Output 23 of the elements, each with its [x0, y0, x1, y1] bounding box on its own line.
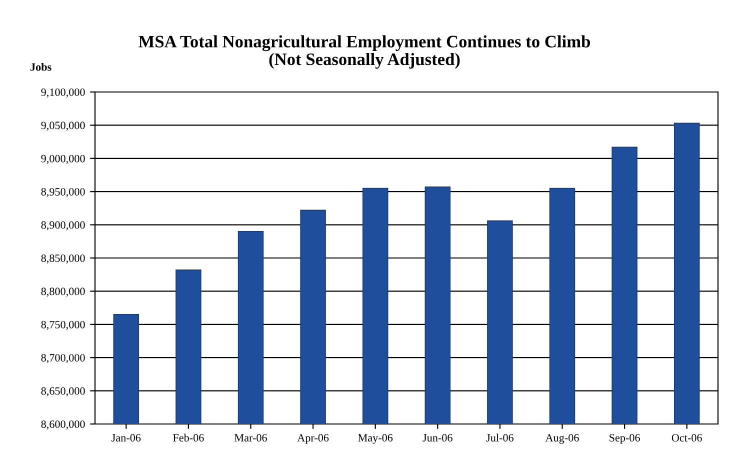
x-tick-label: Jan-06 — [112, 434, 141, 442]
x-tick-label: Feb-06 — [173, 434, 204, 442]
x-tick-label: Sep-06 — [610, 434, 640, 444]
x-tick-label: Apr-06 — [297, 434, 329, 444]
x-tick-label: Jun-06 — [422, 434, 452, 442]
y-tick-label: 8,750,000 — [41, 320, 85, 330]
y-tick-label: 8,650,000 — [41, 387, 85, 396]
x-tick-label: Mar-06 — [234, 434, 267, 442]
y-tick-label: 9,100,000 — [41, 88, 85, 98]
y-axis-title: Jobs — [30, 62, 52, 71]
y-tick-label: 8,950,000 — [41, 188, 85, 198]
y-tick-label: 8,800,000 — [41, 288, 85, 297]
chart-title: MSA Total Nonagricultural Employment Continues to Climb (Not Seasonally Adjusted) — [138, 35, 590, 69]
x-tick-label: Oct-06 — [672, 434, 702, 442]
x-tick-label: Jul-06 — [486, 434, 514, 442]
x-tick-label: Aug-06 — [545, 434, 579, 444]
y-tick-label: 9,050,000 — [41, 122, 85, 131]
y-tick-label: 8,700,000 — [41, 354, 85, 364]
y-tick-label: 8,900,000 — [41, 221, 85, 230]
y-tick-label: 9,000,000 — [41, 154, 85, 164]
y-tick-label: 8,850,000 — [41, 254, 85, 264]
y-tick-label: 8,600,000 — [41, 420, 85, 430]
x-tick-label: May-06 — [358, 434, 393, 444]
